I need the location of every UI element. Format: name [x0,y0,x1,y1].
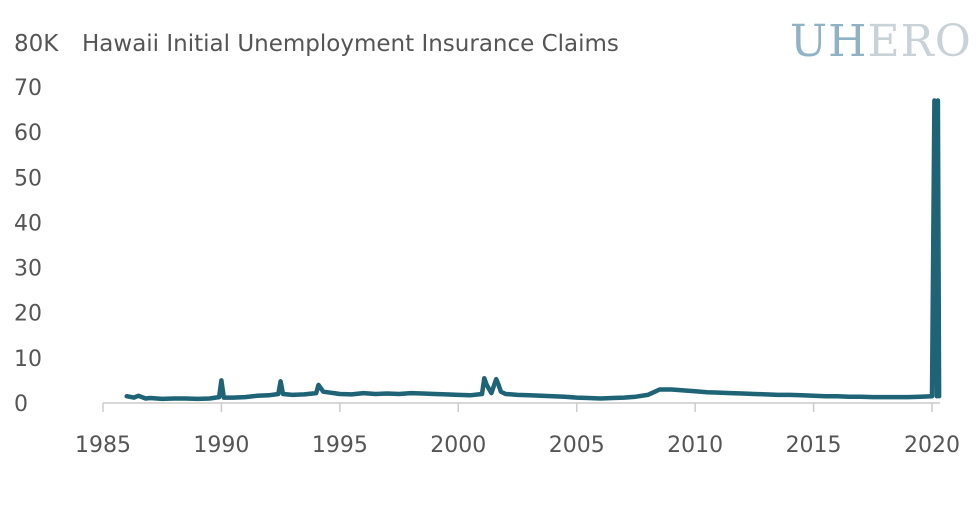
y-tick-label: 0 [14,392,28,417]
series-group [124,98,942,402]
y-unit-label: 80K [14,31,59,57]
y-tick-label: 30 [14,257,42,282]
x-tick-label: 2000 [430,433,486,458]
brand-logo-part-b: ERO [867,16,971,67]
x-tick-label: 1985 [75,433,131,458]
x-tick-label: 1990 [193,433,249,458]
x-tick-label: 2005 [549,433,605,458]
y-tick-label: 10 [14,347,42,372]
brand-logo-part-a: UH [790,16,867,67]
x-tick-labels: 1985 1990 1995 2000 2005 2010 2015 2020 [75,433,960,458]
brand-logo: UHERO [790,16,972,67]
chart-title: Hawaii Initial Unemployment Insurance Cl… [82,31,619,57]
series-line [124,98,942,402]
x-tick-marks [102,403,933,412]
y-tick-label: 60 [14,121,42,146]
y-tick-label: 40 [14,211,42,236]
x-tick-label: 2020 [904,433,960,458]
x-tick-label: 2010 [667,433,723,458]
y-tick-label: 50 [14,166,42,191]
x-tick-label: 2015 [786,433,842,458]
y-tick-label: 20 [14,302,42,327]
x-tick-label: 1995 [312,433,368,458]
y-tick-labels: 0 10 20 30 40 50 60 70 [14,76,42,417]
y-tick-label: 70 [14,76,42,101]
